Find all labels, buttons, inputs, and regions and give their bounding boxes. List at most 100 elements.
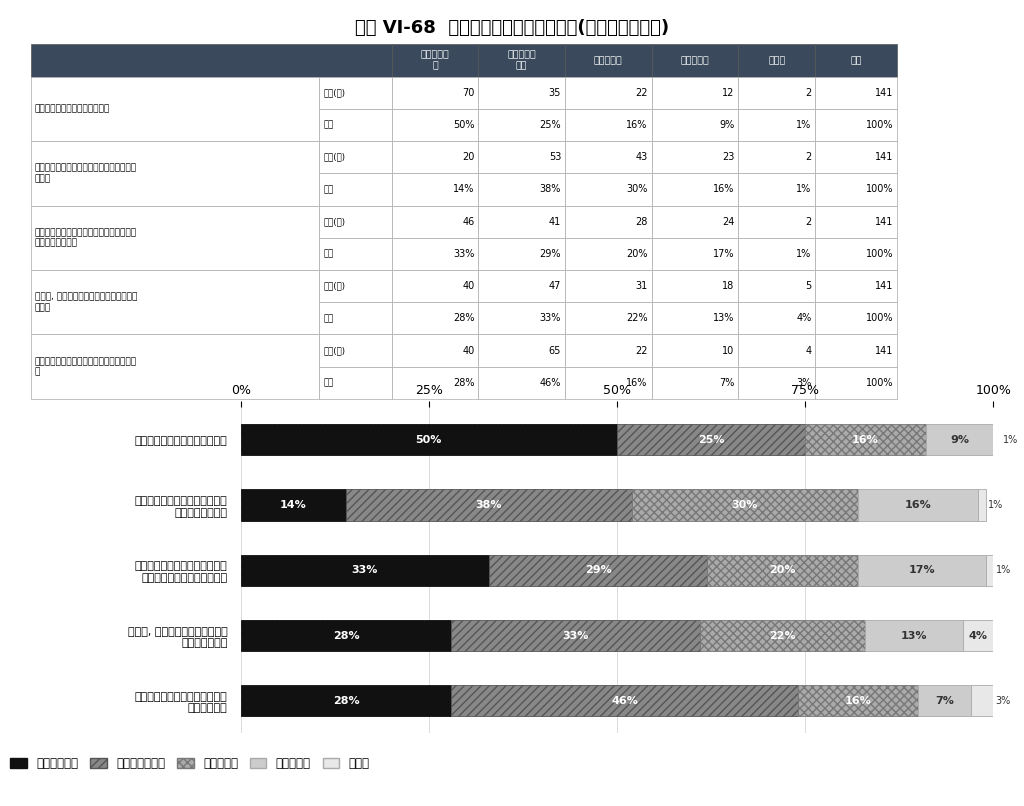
Text: 29%: 29% (540, 249, 561, 259)
Text: 7%: 7% (719, 378, 734, 388)
Text: 22: 22 (635, 346, 648, 355)
Bar (993, 424, 1000, 455)
Bar (319, 141, 391, 173)
Bar (478, 44, 565, 77)
Text: 人数(人): 人数(人) (324, 152, 345, 162)
Bar (391, 238, 478, 270)
Bar (319, 367, 391, 399)
Text: 28%: 28% (453, 314, 474, 323)
Bar (478, 270, 565, 302)
Text: 無回答: 無回答 (768, 56, 785, 65)
Bar (738, 109, 815, 141)
Bar (478, 334, 565, 367)
Bar (815, 206, 897, 238)
Bar (918, 685, 971, 717)
Bar (452, 620, 699, 651)
Text: 人数(人): 人数(人) (324, 281, 345, 291)
Text: 141: 141 (874, 281, 893, 291)
Bar (391, 270, 478, 302)
Bar (478, 173, 565, 206)
Text: 29%: 29% (585, 565, 611, 575)
Bar (651, 302, 738, 334)
Bar (815, 141, 897, 173)
Text: 30%: 30% (732, 500, 758, 510)
Text: 100%: 100% (865, 314, 893, 323)
Text: 65: 65 (549, 346, 561, 355)
Text: いくらかそ
うだ: いくらかそ うだ (507, 51, 536, 70)
Bar (815, 109, 897, 141)
Text: 41: 41 (549, 217, 561, 226)
Text: 50%: 50% (453, 120, 474, 130)
Text: 2: 2 (805, 88, 811, 98)
Bar (478, 302, 565, 334)
Text: 46%: 46% (540, 378, 561, 388)
Text: 100%: 100% (865, 249, 893, 259)
Text: 1%: 1% (796, 249, 811, 259)
Bar (565, 44, 651, 77)
Bar (651, 334, 738, 367)
Text: 17%: 17% (713, 249, 734, 259)
Bar (651, 44, 738, 77)
Text: 割合: 割合 (324, 378, 334, 388)
Text: 141: 141 (874, 88, 893, 98)
Bar (31, 77, 319, 141)
Bar (738, 270, 815, 302)
Text: 12: 12 (722, 88, 734, 98)
Text: 28%: 28% (333, 630, 359, 641)
Text: 16%: 16% (845, 696, 871, 706)
Text: 31: 31 (636, 281, 648, 291)
Text: 33%: 33% (562, 630, 589, 641)
Text: 70: 70 (462, 88, 474, 98)
Text: 心拍数, 呼吸数等から異変に気付きやすく
なった: 心拍数, 呼吸数等から異変に気付きやすく なった (35, 293, 137, 312)
Text: 1%: 1% (796, 120, 811, 130)
Bar (651, 141, 738, 173)
Bar (651, 270, 738, 302)
Bar (241, 489, 346, 521)
Bar (708, 555, 858, 586)
Bar (738, 238, 815, 270)
Text: 33%: 33% (351, 565, 378, 575)
Bar (478, 109, 565, 141)
Bar (565, 206, 651, 238)
Text: 20%: 20% (769, 565, 796, 575)
Text: 141: 141 (874, 152, 893, 162)
Text: 38%: 38% (540, 185, 561, 194)
Bar (565, 173, 651, 206)
Bar (319, 334, 391, 367)
Text: 16%: 16% (627, 120, 648, 130)
Bar (651, 109, 738, 141)
Bar (865, 620, 964, 651)
Legend: まったく違う, いくらかそうだ, まあそうだ, その通りだ, 無回答: まったく違う, いくらかそうだ, まあそうだ, その通りだ, 無回答 (6, 753, 374, 775)
Bar (738, 367, 815, 399)
Bar (346, 489, 632, 521)
Text: 4: 4 (805, 346, 811, 355)
Bar (391, 173, 478, 206)
Text: 22%: 22% (626, 314, 648, 323)
Text: 141: 141 (874, 346, 893, 355)
Bar (738, 77, 815, 109)
Bar (632, 489, 858, 521)
Bar (565, 77, 651, 109)
Text: 1%: 1% (1004, 434, 1018, 445)
Text: 9%: 9% (719, 120, 734, 130)
Bar (978, 489, 986, 521)
Text: 18: 18 (722, 281, 734, 291)
Bar (319, 238, 391, 270)
Text: 23: 23 (722, 152, 734, 162)
Bar (391, 77, 478, 109)
Text: 46: 46 (462, 217, 474, 226)
Text: 16%: 16% (904, 500, 932, 510)
Bar (391, 302, 478, 334)
Text: 合計: 合計 (850, 56, 862, 65)
Text: 43: 43 (636, 152, 648, 162)
Text: 7%: 7% (935, 696, 953, 706)
Text: 100%: 100% (865, 120, 893, 130)
Bar (391, 109, 478, 141)
Text: 28: 28 (635, 217, 648, 226)
Bar (391, 44, 478, 77)
Bar (738, 141, 815, 173)
Text: 割合: 割合 (324, 249, 334, 259)
Text: 40: 40 (462, 346, 474, 355)
Bar (391, 367, 478, 399)
Bar (31, 141, 319, 206)
